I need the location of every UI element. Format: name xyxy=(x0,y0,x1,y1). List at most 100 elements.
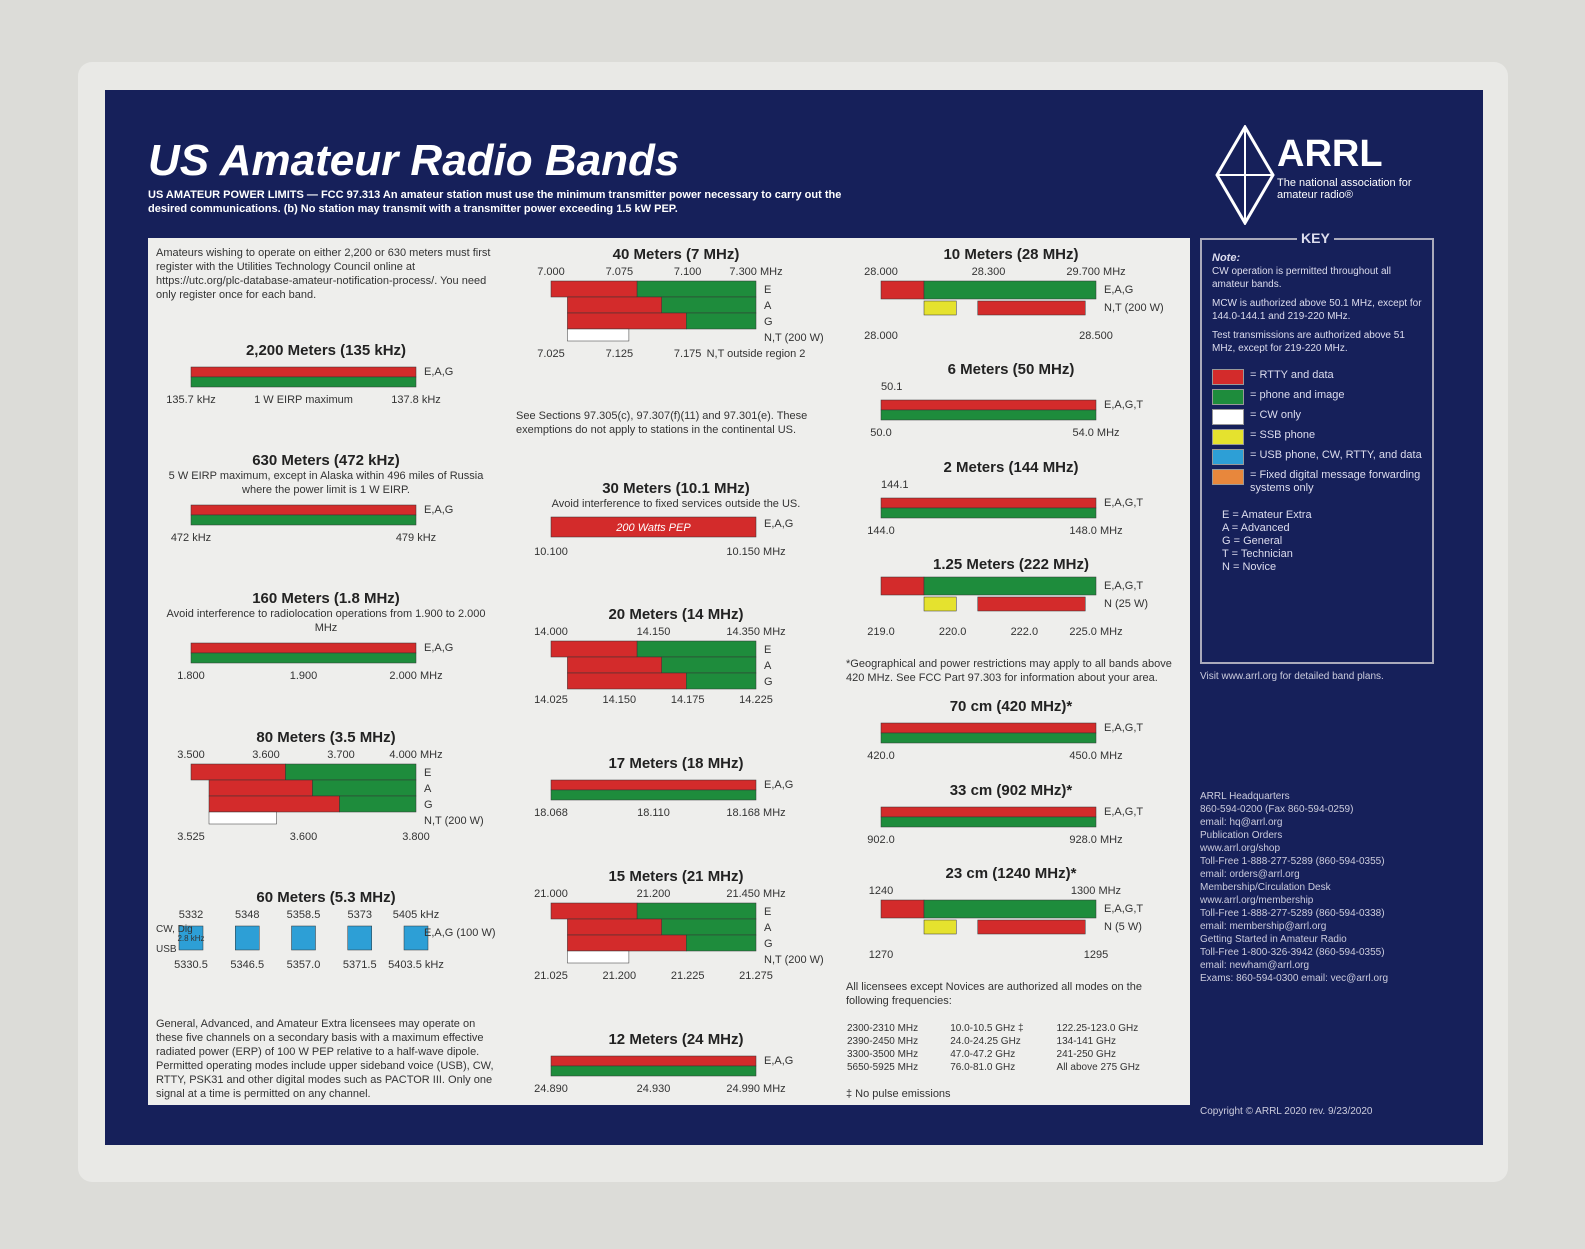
frequency-label: 222.0 xyxy=(1011,626,1039,638)
segment-data xyxy=(550,902,638,920)
table-cell: 5650-5925 MHz xyxy=(847,1061,919,1073)
key-title: KEY xyxy=(1297,230,1334,246)
table-cell: All above 275 GHz xyxy=(1056,1061,1140,1073)
segment-phone xyxy=(923,899,1097,919)
key-note: Test transmissions are authorized above … xyxy=(1212,330,1405,354)
frequency-label: 3.600 xyxy=(290,831,318,843)
band-title: 17 Meters (18 MHz) xyxy=(608,755,744,773)
band: 80 Meters (3.5 MHz) 3.500 3.600 3.700 4.000 … xyxy=(156,729,496,849)
license-classes: E,A,G xyxy=(764,518,793,530)
segment-data xyxy=(550,280,638,298)
segment-phone xyxy=(686,934,757,952)
channel xyxy=(235,925,260,951)
segment-phone xyxy=(285,763,417,780)
band: 12 Meters (24 MHz) E,A,G 24.890 24.930 24.99… xyxy=(516,1031,836,1101)
class-label: G = General xyxy=(1222,535,1283,547)
frequency-label: 1295 xyxy=(1084,949,1108,961)
column: Amateurs wishing to operate on either 2,… xyxy=(156,246,496,1101)
contact-line: ARRL Headquarters xyxy=(1200,791,1290,802)
band-chart: E,A,G,T 902.0 928.0 MHz xyxy=(867,806,1143,846)
legend-swatch xyxy=(1212,449,1244,465)
segment-data xyxy=(567,934,687,952)
segment-lower xyxy=(977,596,1086,612)
frequency-label: 14.000 xyxy=(534,626,568,638)
contact-line: 860-594-0200 (Fax 860-594-0259) xyxy=(1200,804,1354,815)
band-title: 2,200 Meters (135 kHz) xyxy=(245,342,407,360)
license-classes: A xyxy=(424,783,432,795)
frequency-label: 2.000 MHz xyxy=(389,670,442,682)
frequency-label: 21.275 xyxy=(739,970,773,982)
frequency-label: 137.8 kHz xyxy=(391,394,441,406)
contact-line: Toll-Free 1-800-326-3942 (860-594-0355) xyxy=(1200,947,1385,958)
frequency-label: 28.300 xyxy=(972,266,1006,278)
frequency-label: 18.110 xyxy=(637,807,670,819)
frequency-label: 5332 xyxy=(179,909,203,921)
segment-phone xyxy=(880,733,1097,744)
logo: ARRL The national association for amateu… xyxy=(1215,124,1412,230)
logo-diamond xyxy=(1215,124,1275,226)
frequency-label: 10.150 MHz xyxy=(726,546,785,558)
side-label: USB xyxy=(156,944,177,955)
bar-text: 200 Watts PEP xyxy=(615,522,691,534)
segment-data xyxy=(550,641,638,658)
class-label: E = Amateur Extra xyxy=(1222,509,1312,521)
segment-data xyxy=(880,400,1097,411)
segment-ssb xyxy=(923,596,957,612)
band: 6 Meters (50 MHz) 50.1 E,A,G,T 50.0 54.0 MHz xyxy=(846,361,1176,445)
note-title: Note: xyxy=(1212,252,1241,264)
frequency-label: 3.800 xyxy=(402,831,430,843)
band-chart: E,A,G,T 420.0 450.0 MHz xyxy=(867,722,1143,762)
band: 15 Meters (21 MHz) 21.000 21.200 21.450 MHz… xyxy=(516,868,836,988)
band-title: 30 Meters (10.1 MHz) xyxy=(602,479,750,497)
band: 2 Meters (144 MHz) 144.1 E,A,G,T 144.0 148.0… xyxy=(846,459,1176,543)
channel-width: 2.8 kHz xyxy=(177,934,204,943)
band-chart: 200 Watts PEP E,A,G 10.100 10.150 MHz xyxy=(534,516,793,558)
frequency-label: 220.0 xyxy=(939,626,967,638)
license-classes: E,A,G,T xyxy=(1104,903,1143,915)
segment-phone xyxy=(880,507,1097,518)
frequency-label: 1300 MHz xyxy=(1071,885,1121,897)
band-title: 20 Meters (14 MHz) xyxy=(608,606,744,624)
power-limits: US AMATEUR POWER LIMITS — FCC 97.313 An … xyxy=(148,189,842,215)
band-chart: E,A,G 18.068 18.110 18.168 MHz xyxy=(534,779,793,819)
band-chart: E,A,G 135.7 kHz 1 W EIRP maximum 137.8 kHz xyxy=(166,366,453,406)
table-cell: 24.0-24.25 GHz xyxy=(950,1035,1021,1047)
frequency-label: 21.450 MHz xyxy=(726,888,785,900)
legend-label: = CW only xyxy=(1250,409,1302,421)
license-classes: A xyxy=(764,300,772,312)
logo-tagline: The national association for amateur rad… xyxy=(1277,177,1412,201)
contact-line: email: newham@arrl.org xyxy=(1200,960,1310,971)
segment-data xyxy=(880,723,1097,734)
band: 160 Meters (1.8 MHz) Avoid interference t… xyxy=(156,590,496,688)
frequency-label: N,T outside region 2 xyxy=(707,348,806,360)
frequency-label: 21.200 xyxy=(637,888,671,900)
frequency-label: 14.150 xyxy=(603,694,637,706)
contact-line: email: orders@arrl.org xyxy=(1200,869,1300,880)
segment-data xyxy=(208,795,340,812)
band-chart: 1240 1300 MHz E,A,G,T N (5 W) 1270 1295 xyxy=(869,885,1144,961)
license-classes: G xyxy=(764,316,773,328)
logo-name: ARRL xyxy=(1277,133,1383,175)
band: 17 Meters (18 MHz) E,A,G 18.068 18.110 18.16… xyxy=(516,755,836,825)
legend-item: = Fixed digital message forwarding syste… xyxy=(1212,469,1422,495)
band-chart: 7.000 7.075 7.100 7.300 MHz EAG N,T (200 W) 7.… xyxy=(537,266,823,360)
contact-line: email: membership@arrl.org xyxy=(1200,921,1327,932)
license-classes: E,A,G xyxy=(764,1055,793,1067)
frequency-label: 21.000 xyxy=(534,888,568,900)
legend-item: = phone and image xyxy=(1212,389,1422,405)
segment-phone xyxy=(686,312,757,330)
key-note: MCW is authorized above 50.1 MHz, except… xyxy=(1212,298,1422,322)
contact-line: Toll-Free 1-888-277-5289 (860-594-0338) xyxy=(1200,908,1385,919)
license-classes: E xyxy=(764,644,771,656)
band-title: 2 Meters (144 MHz) xyxy=(943,458,1079,476)
legend-item: = CW only xyxy=(1212,409,1422,425)
frequency-label: 144.0 xyxy=(867,525,895,537)
table-cell: 134-141 GHz xyxy=(1056,1035,1117,1047)
segment-phone xyxy=(190,376,417,388)
band-chart: 3.500 3.600 3.700 4.000 MHz EAG N,T (200 W) 3.… xyxy=(177,749,483,843)
class-label: N = Novice xyxy=(1222,561,1277,573)
segment-data xyxy=(550,1055,757,1067)
frequency-label: 3.700 xyxy=(327,749,355,761)
class-label: T = Technician xyxy=(1222,548,1293,560)
